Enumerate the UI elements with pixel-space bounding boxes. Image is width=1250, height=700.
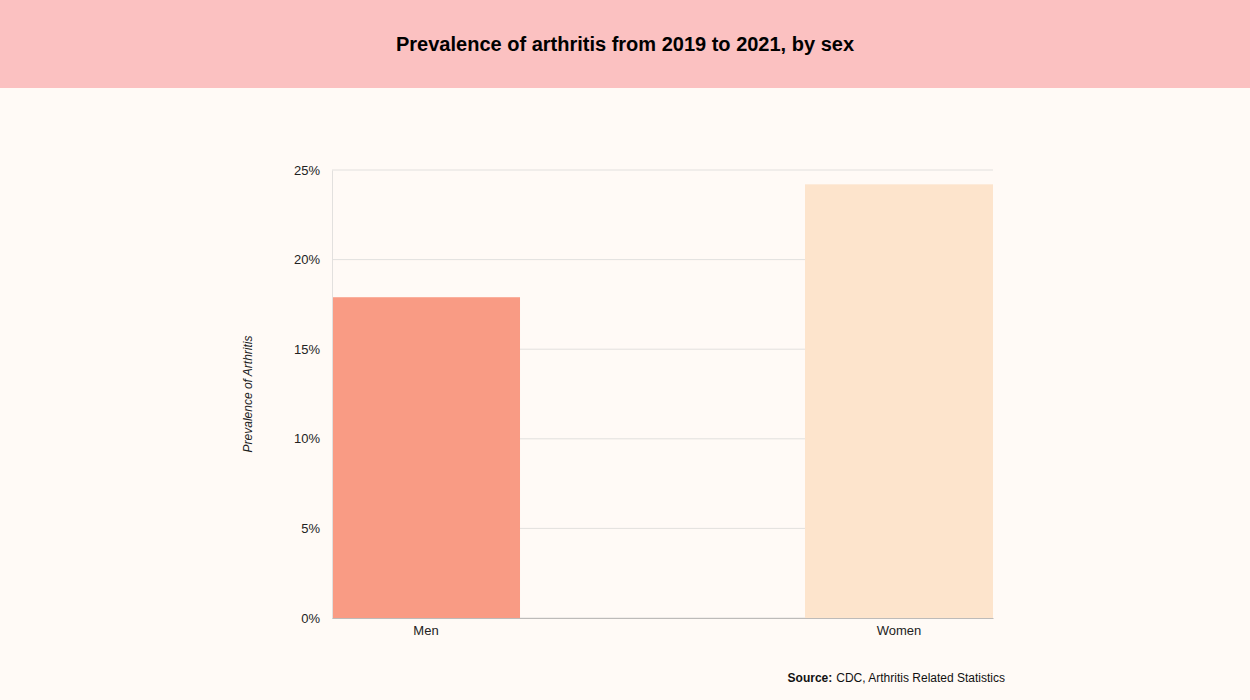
- source: Source:CDC, Arthritis Related Statistics: [788, 671, 1005, 685]
- background: [0, 0, 1250, 700]
- chart: Prevalence of arthritis from 2019 to 202…: [0, 0, 1250, 700]
- y-tick: 5%: [301, 521, 332, 536]
- bar: [805, 184, 993, 618]
- y-tick-label: 20%: [294, 252, 320, 267]
- header-band: [0, 0, 1250, 88]
- grid-line: [332, 170, 993, 171]
- x-tick: Men: [413, 618, 438, 638]
- y-tick-label: 25%: [294, 163, 320, 178]
- y-axis-line: [332, 171, 333, 619]
- title: Prevalence of arthritis from 2019 to 202…: [396, 33, 854, 55]
- y-tick-label: 10%: [294, 431, 320, 446]
- x-axis-line: [333, 618, 994, 619]
- x-axis: Men Women: [333, 618, 994, 638]
- x-tick-label: Men: [413, 623, 438, 638]
- y-tick: 10%: [294, 431, 332, 446]
- x-tick-label: Women: [877, 623, 922, 638]
- y-tick: 25%: [294, 163, 332, 178]
- y-tick: 20%: [294, 252, 332, 267]
- source-text: CDC, Arthritis Related Statistics: [836, 671, 1005, 685]
- y-tick: 15%: [294, 342, 332, 357]
- grid: [332, 170, 993, 618]
- bars: [332, 184, 993, 618]
- source-label: Source:: [788, 671, 833, 685]
- x-tick: Women: [877, 618, 922, 638]
- y-tick-label: 15%: [294, 342, 320, 357]
- bar: [332, 297, 520, 618]
- y-tick-label: 0%: [301, 611, 320, 626]
- y-tick-label: 5%: [301, 521, 320, 536]
- y-axis-title: Prevalence of Arthritis: [241, 336, 255, 453]
- y-tick: 0%: [301, 611, 332, 626]
- y-axis: 0% 5% 10% 15% 20% 25%: [294, 163, 333, 626]
